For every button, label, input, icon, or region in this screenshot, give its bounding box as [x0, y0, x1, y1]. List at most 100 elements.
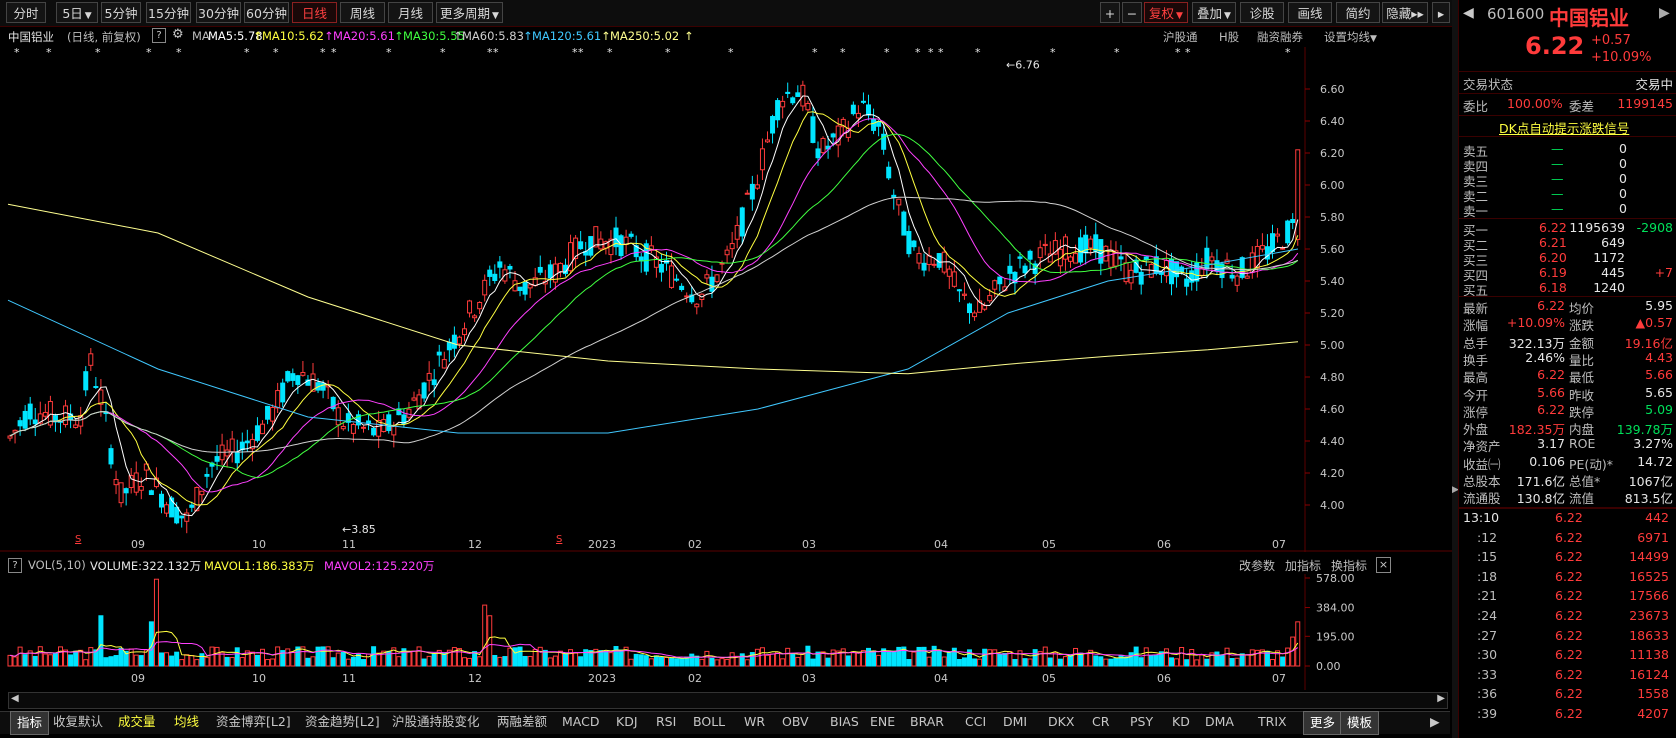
indicator-tab[interactable]: BOLL: [693, 714, 726, 729]
indicator-tab[interactable]: 指标: [10, 711, 50, 735]
indicator-tab[interactable]: WR: [744, 714, 766, 729]
candle-body: [568, 242, 574, 272]
simple-button[interactable]: 简约: [1336, 2, 1380, 23]
indicator-tab[interactable]: PSY: [1130, 714, 1154, 729]
fuquan-button[interactable]: 复权 ▼: [1144, 2, 1188, 23]
dk-signal-link[interactable]: DK点自动提示涨跌信号: [1499, 121, 1630, 136]
indicator-tab[interactable]: BRAR: [910, 714, 944, 729]
gear-icon[interactable]: ⚙: [172, 27, 184, 42]
zoom-in-button[interactable]: +: [1100, 2, 1120, 23]
period-button-weekly[interactable]: 周线: [340, 2, 385, 23]
indicator-tab[interactable]: CR: [1092, 714, 1110, 729]
scroll-left-icon[interactable]: ◀: [11, 693, 19, 704]
indicator-tab[interactable]: DKX: [1048, 714, 1075, 729]
x-tick-label: 10: [252, 538, 266, 551]
sell-level-row[interactable]: 卖二 —0: [1463, 186, 1627, 204]
swap-indicator-link[interactable]: 换指标: [1331, 559, 1368, 573]
link-margin[interactable]: 融资融券: [1257, 30, 1303, 44]
period-button-daily[interactable]: 日线: [292, 2, 337, 23]
period-button-fenshi[interactable]: 分时: [6, 2, 46, 23]
sell-level-row[interactable]: 卖五 —0: [1463, 141, 1627, 159]
more-periods-button[interactable]: 更多周期 ▼: [436, 2, 503, 23]
buy-level-row[interactable]: 买一 6.22 1195639 -2908: [1463, 220, 1673, 238]
zoom-out-button[interactable]: −: [1122, 2, 1142, 23]
link-hgt[interactable]: 沪股通: [1163, 30, 1198, 44]
volume-chart[interactable]: 578.00 384.00 195.00 0.00 09 10 11 12 2023 02 03 04…: [0, 574, 1456, 690]
volume-bar: [300, 646, 306, 667]
volume-bar: [138, 655, 144, 667]
indicator-tab[interactable]: OBV: [782, 714, 809, 729]
event-marker-icon: *: [578, 47, 584, 59]
period-button-15min[interactable]: 15分钟: [146, 2, 191, 23]
candle-body: [270, 406, 276, 422]
indicator-tab[interactable]: KDJ: [616, 714, 638, 729]
collapse-arrow-icon[interactable]: ▶: [1452, 485, 1459, 495]
indicator-tab[interactable]: 更多: [1303, 711, 1343, 735]
scroll-right-icon[interactable]: ▶: [1437, 693, 1445, 704]
candle-body: [835, 125, 841, 146]
event-marker-icon: *: [884, 47, 890, 59]
chart-scrollbar[interactable]: ◀ ▶: [8, 692, 1448, 709]
buy-level-row[interactable]: 买三 6.20 1172: [1463, 250, 1625, 268]
close-icon[interactable]: ×: [1376, 557, 1391, 573]
period-button-30min[interactable]: 30分钟: [196, 2, 241, 23]
candle-body: [694, 303, 700, 308]
add-indicator-link[interactable]: 加指标: [1285, 559, 1322, 573]
candlestick-chart[interactable]: 6.60 6.40 6.20 6.00 5.80 5.60 5.40 5.20 5.00 4.80…: [0, 47, 1456, 552]
period-button-monthly[interactable]: 月线: [388, 2, 433, 23]
forward-arrow-icon[interactable]: ▶: [1659, 5, 1670, 21]
indicator-tab[interactable]: RSI: [656, 714, 677, 729]
period-button-60min[interactable]: 60分钟: [244, 2, 289, 23]
panel-divider[interactable]: ▶: [1452, 0, 1459, 738]
vol-help-icon[interactable]: ?: [8, 558, 22, 573]
indicator-tab[interactable]: 两融差额: [497, 714, 548, 729]
volume-bar: [401, 648, 407, 667]
candle-body: [184, 512, 190, 522]
arrow-up-icon: ↑: [253, 29, 263, 43]
hide-button[interactable]: 隐藏▸▸: [1382, 2, 1428, 23]
period-button-5min[interactable]: 5分钟: [101, 2, 141, 23]
link-hshare[interactable]: H股: [1219, 30, 1240, 44]
buy-level-row[interactable]: 买四 6.19 445 +7: [1463, 265, 1673, 283]
indicator-tab[interactable]: 均线: [174, 714, 200, 729]
tick-row: :36 6.22 1558: [1477, 686, 1669, 702]
set-ma-button[interactable]: 设置均线▼: [1324, 30, 1377, 44]
overlay-button[interactable]: 叠加 ▼: [1192, 2, 1236, 23]
indicator-tab[interactable]: 成交量: [118, 714, 156, 729]
buy-level-row[interactable]: 买二 6.21 649: [1463, 235, 1625, 253]
volume-bar: [361, 659, 366, 667]
sell-level-row[interactable]: 卖四 —0: [1463, 156, 1627, 174]
volume-bar: [1133, 646, 1139, 667]
diagnose-button[interactable]: 诊股: [1240, 2, 1284, 23]
candle-body: [967, 303, 972, 314]
tabs-scroll-right-icon[interactable]: ▶: [1430, 714, 1440, 729]
indicator-tab[interactable]: KD: [1172, 714, 1190, 729]
indicator-tab[interactable]: 资金博弈[L2]: [216, 714, 291, 729]
volume-bar: [1174, 658, 1180, 667]
indicator-tab[interactable]: MACD: [562, 714, 600, 729]
sell-level-row[interactable]: 卖三 —0: [1463, 171, 1627, 189]
indicator-tab[interactable]: 收复默认: [53, 714, 104, 729]
indicator-tab[interactable]: CCI: [965, 714, 987, 729]
indicator-tab[interactable]: DMI: [1003, 714, 1028, 729]
indicator-tab[interactable]: ENE: [870, 714, 896, 729]
volume-bar: [1214, 651, 1220, 667]
sell-level-row[interactable]: 卖一 —0: [1463, 201, 1627, 219]
period-button-5day[interactable]: 5日 ▼: [56, 2, 98, 23]
indicator-tab[interactable]: 沪股通持股变化: [392, 714, 480, 729]
indicator-tab[interactable]: BIAS: [830, 714, 859, 729]
draw-line-button[interactable]: 画线: [1288, 2, 1332, 23]
indicator-tab[interactable]: TRIX: [1258, 714, 1287, 729]
volume-bar: [835, 650, 841, 667]
indicator-tab[interactable]: 模板: [1340, 711, 1380, 735]
back-arrow-icon[interactable]: ◀: [1463, 5, 1474, 21]
volume-bar: [1239, 653, 1245, 667]
event-marker-icon: *: [728, 47, 734, 59]
volume-bar: [820, 651, 826, 667]
buy-level-row[interactable]: 买五 6.18 1240: [1463, 280, 1625, 298]
indicator-tab[interactable]: 资金趋势[L2]: [305, 714, 380, 729]
indicator-tab[interactable]: DMA: [1205, 714, 1234, 729]
change-param-link[interactable]: 改参数: [1239, 559, 1276, 573]
help-icon[interactable]: ?: [152, 28, 166, 43]
panel-toggle-button[interactable]: ▸: [1432, 2, 1450, 23]
